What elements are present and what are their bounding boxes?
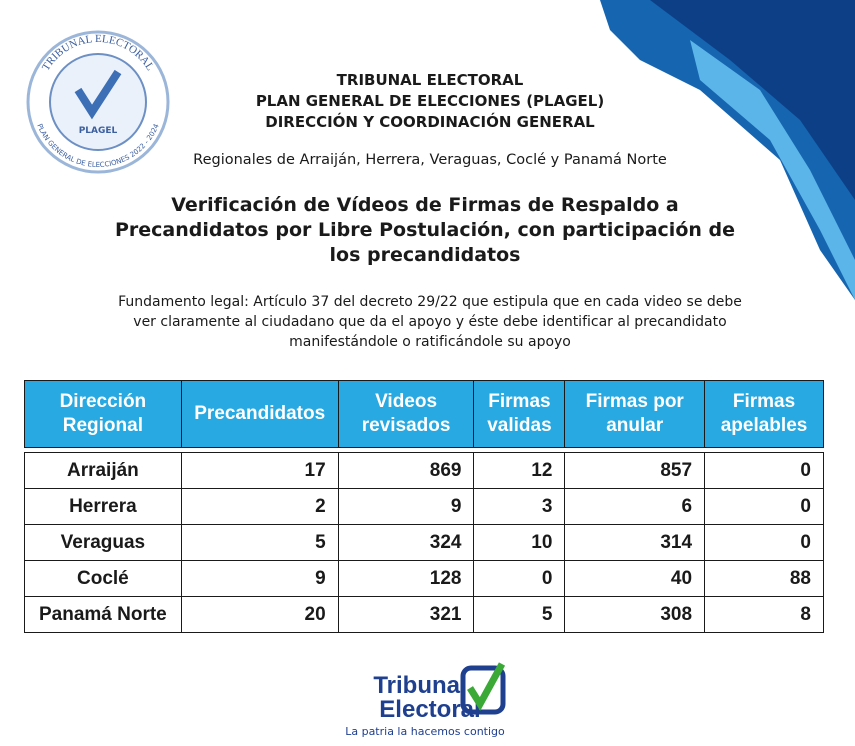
cell: 12 xyxy=(473,452,566,489)
header-cell: Firmas validas xyxy=(473,380,566,448)
seal-center: PLAGEL xyxy=(79,126,118,136)
cell: 128 xyxy=(337,560,475,597)
cell: 17 xyxy=(180,452,339,489)
header-cell: Videos revisados xyxy=(337,380,475,448)
cell: 9 xyxy=(337,488,475,525)
region-cell: Veraguas xyxy=(24,524,182,561)
region-cell: Coclé xyxy=(24,560,182,597)
cell: 40 xyxy=(564,560,706,597)
header-row: Dirección Regional Precandidatos Videos re… xyxy=(24,380,824,448)
org-line: TRIBUNAL ELECTORAL xyxy=(336,71,524,89)
cell: 88 xyxy=(704,560,824,597)
cell: 0 xyxy=(473,560,566,597)
splash xyxy=(650,0,855,200)
title-line: los precandidatos xyxy=(329,244,521,266)
cell: 9 xyxy=(180,560,339,597)
cell: 869 xyxy=(337,452,475,489)
header-cell: Dirección Regional xyxy=(24,380,182,448)
cell: 5 xyxy=(473,596,566,633)
cell: 10 xyxy=(473,524,566,561)
org-line: PLAN GENERAL DE ELECCIONES (PLAGEL) xyxy=(255,92,605,110)
row: Veraguas 5 324 10 314 0 xyxy=(24,524,824,561)
logo-box xyxy=(460,665,506,715)
header-cell: Firmas por anular xyxy=(564,380,706,448)
title-line: Precandidatos por Libre Postulación, con… xyxy=(114,219,736,241)
regions: Regionales de Arraiján, Herrera, Veragua… xyxy=(193,152,667,168)
org-line: DIRECCIÓN Y COORDINACIÓN GENERAL xyxy=(265,113,595,131)
legal-line: manifestándole o ratificándole su apoyo xyxy=(289,334,571,350)
logo-check xyxy=(467,662,506,711)
row: Coclé 9 128 0 40 88 xyxy=(24,560,824,597)
cell: 0 xyxy=(704,488,824,525)
legal-line: Fundamento legal: Artículo 37 del decret… xyxy=(118,294,742,310)
region-cell: Herrera xyxy=(24,488,182,525)
title-line: Verificación de Vídeos de Firmas de Resp… xyxy=(171,194,679,216)
table: Dirección Regional Precandidatos Videos re… xyxy=(24,380,824,633)
region-cell: Arraiján xyxy=(24,452,182,489)
row: Panamá Norte 20 321 5 308 8 xyxy=(24,596,824,633)
cell: 6 xyxy=(564,488,706,525)
title: Verificación de Vídeos de Firmas de Resp… xyxy=(100,193,750,268)
cell: 0 xyxy=(704,452,824,489)
cell: 314 xyxy=(564,524,706,561)
region-cell: Panamá Norte xyxy=(24,596,182,633)
slogan: La patria la hacemos contigo xyxy=(345,725,505,738)
cell: 20 xyxy=(180,596,339,633)
header-cell: Precandidatos xyxy=(180,380,339,448)
cell: 3 xyxy=(473,488,566,525)
cell: 2 xyxy=(180,488,339,525)
check xyxy=(74,69,122,120)
splash xyxy=(690,40,855,300)
cell: 8 xyxy=(704,596,824,633)
org: TRIBUNAL ELECTORAL PLAN GENERAL DE ELECC… xyxy=(180,70,680,133)
cell: 5 xyxy=(180,524,339,561)
row: Arraiján 17 869 12 857 0 xyxy=(24,452,824,489)
legal: Fundamento legal: Artículo 37 del decret… xyxy=(60,292,800,352)
logo-text: Tribunal xyxy=(373,672,466,699)
table-body: Arraiján 17 869 12 857 0 Herrera 2 9 3 6 0 Veraguas 5… xyxy=(24,448,824,633)
cell: 0 xyxy=(704,524,824,561)
legal-line: ver claramente al ciudadano que da el ap… xyxy=(133,314,727,330)
row: Herrera 2 9 3 6 0 xyxy=(24,488,824,525)
cell: 308 xyxy=(564,596,706,633)
cell: 324 xyxy=(337,524,475,561)
header-cell: Firmas apelables xyxy=(704,380,824,448)
cell: 321 xyxy=(337,596,475,633)
cell: 857 xyxy=(564,452,706,489)
